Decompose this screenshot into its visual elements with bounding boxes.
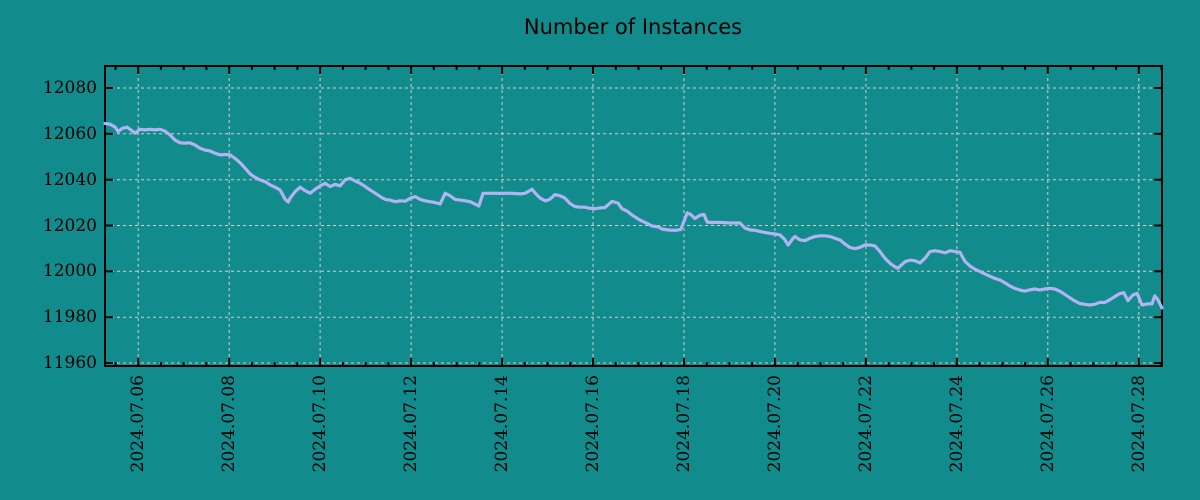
- y-tick-label: 11960: [42, 353, 97, 374]
- y-tick-label: 12020: [42, 215, 97, 236]
- x-tick-label: 2024.07.12: [401, 375, 422, 473]
- x-tick-label: 2024.07.16: [583, 375, 604, 473]
- x-tick-label: 2024.07.10: [310, 375, 331, 473]
- y-tick-label: 12060: [42, 123, 97, 144]
- x-tick-label: 2024.07.24: [946, 375, 967, 473]
- plot-border: [104, 65, 1163, 367]
- series-line: [103, 121, 1164, 310]
- x-tick-label: 2024.07.28: [1128, 375, 1149, 473]
- chart-title: Number of Instances: [523, 15, 743, 39]
- y-tick-label: 12000: [42, 261, 97, 282]
- x-tick-label: 2024.07.22: [855, 375, 876, 473]
- y-tick-label: 12080: [42, 78, 97, 98]
- x-tick-label: 2024.07.20: [764, 375, 785, 473]
- x-tick-label: 2024.07.06: [128, 375, 149, 473]
- x-tick-label: 2024.07.08: [219, 375, 240, 473]
- x-tick-label: 2024.07.26: [1037, 375, 1058, 473]
- y-tick-label: 12040: [42, 169, 97, 190]
- y-tick-label: 11980: [42, 307, 97, 328]
- x-tick-label: 2024.07.18: [673, 375, 694, 473]
- x-tick-label: 2024.07.14: [492, 375, 513, 473]
